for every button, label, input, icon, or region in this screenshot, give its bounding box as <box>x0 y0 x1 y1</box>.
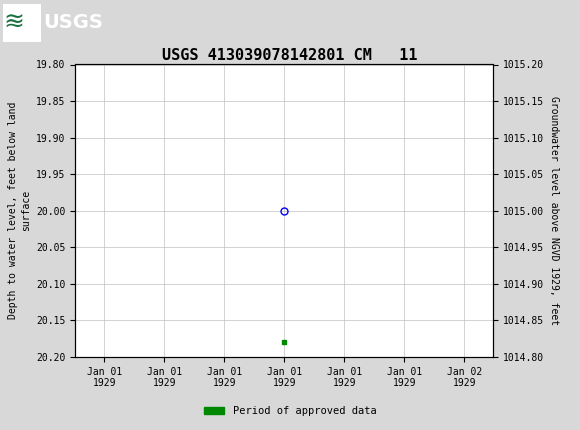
Text: USGS 413039078142801 CM   11: USGS 413039078142801 CM 11 <box>162 49 418 63</box>
Y-axis label: Groundwater level above NGVD 1929, feet: Groundwater level above NGVD 1929, feet <box>549 96 559 325</box>
Text: ≋: ≋ <box>3 11 24 34</box>
Y-axis label: Depth to water level, feet below land
surface: Depth to water level, feet below land su… <box>8 102 31 319</box>
Bar <box>3 3 41 42</box>
Legend: Period of approved data: Period of approved data <box>200 402 380 421</box>
Text: USGS: USGS <box>44 13 103 32</box>
